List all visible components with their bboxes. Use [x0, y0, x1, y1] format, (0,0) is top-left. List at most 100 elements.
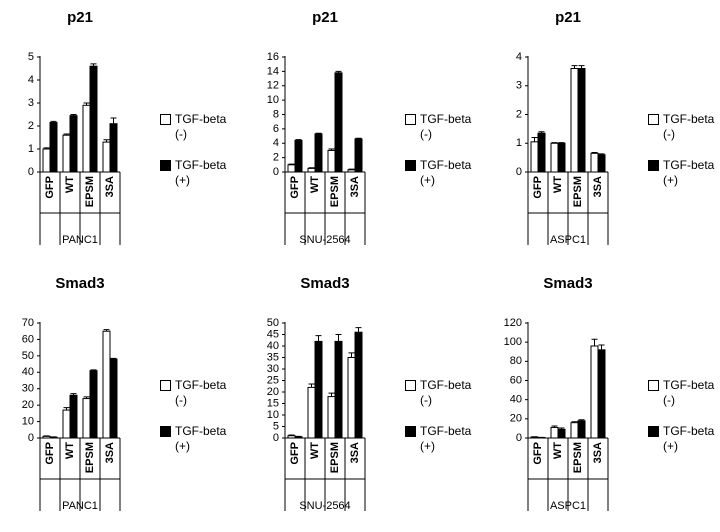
chart-title: Smad3 [300, 275, 349, 292]
legend-label: TGF-beta (+) [420, 424, 472, 453]
legend-label: TGF-beta (-) [175, 378, 227, 407]
error-bar [571, 65, 578, 69]
error-bar [551, 142, 558, 144]
error-bar [70, 393, 77, 396]
y-tick-label: 25 [267, 374, 279, 386]
legend-swatch [160, 426, 171, 437]
y-tick-label: 3 [516, 80, 522, 92]
error-bar [551, 425, 558, 428]
chart-title: p21 [555, 9, 581, 26]
error-bar [308, 167, 315, 169]
bar [550, 426, 559, 439]
chart-title: Smad3 [543, 275, 592, 292]
x-axis-label: PANC1 [62, 234, 98, 246]
bar [109, 123, 118, 173]
y-tick-label: 20 [22, 399, 34, 411]
y-tick-label: 4 [28, 74, 34, 86]
x-tick-label: GFP [44, 442, 56, 465]
error-bar [348, 352, 355, 358]
x-tick-label: EPSM [84, 442, 96, 473]
x-tick-label: GFP [532, 176, 544, 199]
x-tick-label: EPSM [329, 176, 341, 207]
legend-label: TGF-beta (+) [175, 158, 227, 187]
error-bar [308, 383, 315, 388]
y-tick-label: 30 [267, 363, 279, 375]
x-tick-label: 3SA [592, 176, 604, 197]
y-tick-label: 12 [267, 80, 279, 92]
x-tick-label: WT [309, 176, 321, 193]
legend-label: TGF-beta (-) [663, 378, 715, 407]
legend-swatch [648, 380, 659, 391]
error-bar [591, 151, 598, 154]
bar [49, 122, 58, 173]
y-tick-label: 0 [28, 432, 34, 444]
bar [590, 345, 599, 439]
error-bar [328, 392, 335, 397]
legend-swatch [648, 114, 659, 125]
y-tick-label: 1 [28, 143, 34, 155]
x-tick-label: 3SA [104, 176, 116, 197]
bar [42, 148, 51, 173]
bar [537, 132, 546, 173]
legend-label: TGF-beta (+) [420, 158, 472, 187]
x-axis-label: SNU-2564 [299, 500, 350, 512]
error-bar [355, 327, 362, 333]
y-tick-label: 16 [267, 51, 279, 63]
bar [577, 420, 586, 439]
error-bar [335, 334, 342, 342]
x-tick-label: WT [552, 442, 564, 459]
y-tick-label: 2 [273, 152, 279, 164]
legend-swatch [405, 160, 416, 171]
legend-swatch [160, 380, 171, 391]
y-tick-label: 4 [516, 51, 522, 63]
error-bar [63, 407, 70, 411]
y-tick-label: 40 [22, 366, 34, 378]
y-tick-label: 8 [273, 108, 279, 120]
y-tick-label: 50 [267, 317, 279, 329]
bar [287, 164, 296, 173]
bar [287, 435, 296, 439]
y-tick-label: 0 [273, 432, 279, 444]
y-tick-label: 40 [510, 394, 522, 406]
y-tick-label: 10 [267, 409, 279, 421]
bar [62, 409, 71, 439]
bar [577, 68, 586, 173]
bar [347, 169, 356, 173]
error-bar [315, 132, 322, 134]
y-tick-label: 2 [28, 120, 34, 132]
y-tick-label: 14 [267, 65, 279, 77]
error-bar [50, 120, 57, 123]
x-tick-label: WT [64, 442, 76, 459]
bar [69, 394, 78, 439]
legend-entry: TGF-beta (+) [405, 158, 479, 188]
legend-label: TGF-beta (+) [663, 158, 715, 187]
legend-entry: TGF-beta (-) [405, 378, 479, 408]
error-bar [598, 344, 605, 350]
bar [570, 68, 579, 173]
x-axis-label: ASPC1 [550, 500, 586, 512]
error-bar [83, 396, 90, 399]
bar [550, 142, 559, 173]
error-bar [103, 139, 110, 143]
bar [354, 138, 363, 173]
y-tick-label: 70 [22, 317, 34, 329]
y-tick-label: 45 [267, 328, 279, 340]
legend-entry: TGF-beta (+) [160, 424, 234, 454]
bar [354, 331, 363, 439]
error-bar [348, 168, 355, 170]
error-bar [531, 137, 538, 142]
y-tick-label: 100 [504, 336, 522, 348]
error-bar [558, 427, 565, 430]
x-tick-label: WT [64, 176, 76, 193]
x-tick-label: WT [552, 176, 564, 193]
x-tick-label: GFP [532, 442, 544, 465]
x-tick-label: 3SA [592, 442, 604, 463]
error-bar [43, 147, 50, 149]
error-bar [83, 102, 90, 106]
error-bar [70, 114, 77, 116]
bar [69, 115, 78, 173]
error-bar [103, 329, 110, 332]
error-bar [578, 65, 585, 69]
legend-entry: TGF-beta (+) [405, 424, 479, 454]
bar [597, 154, 606, 173]
